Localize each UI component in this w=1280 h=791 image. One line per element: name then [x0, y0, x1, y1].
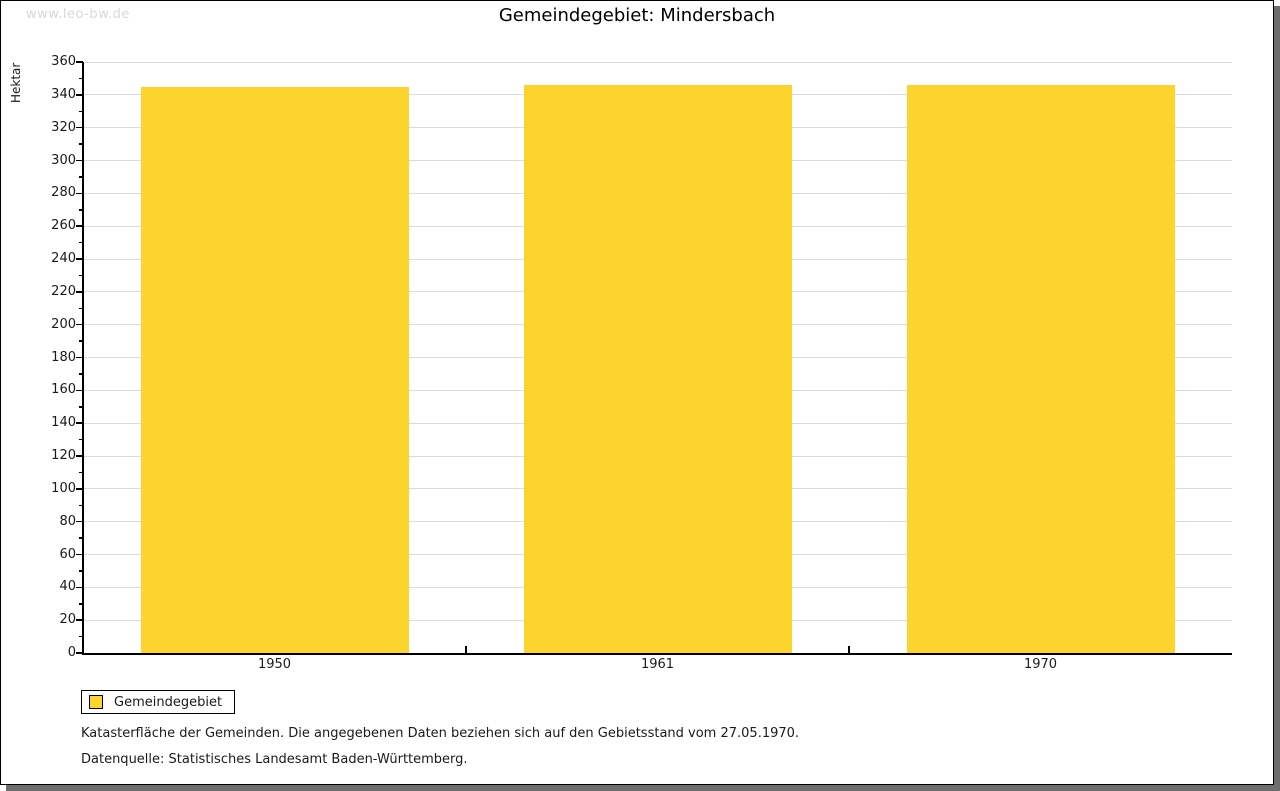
y-minor-tick: [79, 603, 83, 605]
y-major-tick: [76, 520, 83, 523]
y-major-tick: [76, 488, 83, 490]
y-major-tick: [76, 356, 83, 359]
y-tick-label: 120: [51, 448, 76, 463]
y-minor-tick: [79, 471, 83, 474]
y-axis-line: [82, 62, 84, 654]
y-tick-label: 140: [51, 415, 76, 431]
y-minor-tick: [79, 143, 83, 145]
y-minor-tick: [79, 537, 83, 539]
y-minor-tick: [79, 373, 83, 375]
y-major-tick: [76, 258, 83, 260]
y-tick-label: 80: [59, 513, 76, 529]
y-major-tick: [76, 192, 83, 195]
y-major-tick: [76, 126, 83, 129]
y-minor-tick: [79, 570, 83, 572]
y-minor-tick: [79, 176, 83, 178]
x-boundary-tick: [848, 646, 850, 653]
y-major-tick: [76, 455, 83, 457]
y-minor-tick: [79, 241, 83, 244]
y-tick-label: 340: [51, 86, 76, 102]
y-minor-tick: [79, 110, 83, 112]
y-major-tick: [76, 389, 83, 392]
x-boundary-tick: [465, 646, 467, 653]
y-tick-label: 280: [51, 185, 76, 201]
y-tick-label: 100: [51, 480, 76, 496]
legend-label: Gemeindegebiet: [114, 694, 223, 710]
y-major-tick: [76, 422, 83, 424]
y-minor-tick: [79, 504, 83, 506]
y-axis-label: Hektar: [9, 62, 23, 103]
chart-title: Gemeindegebiet: Mindersbach: [498, 5, 776, 26]
y-minor-tick: [79, 274, 83, 277]
y-minor-tick: [79, 307, 83, 309]
bar-1961: [523, 84, 792, 653]
y-tick-label: 200: [51, 316, 76, 332]
footnote: Katasterfläche der Gemeinden. Die angege…: [81, 726, 800, 741]
y-tick-label: 320: [51, 119, 76, 135]
bar-1950: [140, 86, 409, 653]
y-major-tick: [76, 159, 83, 162]
y-tick-label: 300: [51, 152, 76, 168]
y-major-tick: [76, 619, 83, 621]
y-major-tick: [76, 586, 83, 589]
y-major-tick: [76, 652, 83, 654]
y-tick-label: 40: [59, 579, 76, 595]
y-tick-label: 180: [51, 349, 76, 365]
y-tick-label: 160: [51, 382, 76, 398]
x-tick-label: 1970: [1023, 657, 1058, 672]
y-tick-label: 360: [51, 54, 76, 69]
y-minor-tick: [79, 635, 83, 638]
y-major-tick: [76, 94, 83, 96]
y-tick-label: 0: [67, 645, 76, 660]
y-minor-tick: [79, 340, 83, 342]
x-axis-line: [82, 653, 1232, 655]
y-minor-tick: [79, 209, 83, 211]
y-major-tick: [76, 61, 83, 63]
y-major-tick: [76, 225, 83, 227]
y-major-tick: [76, 291, 83, 293]
gridline: [83, 61, 1232, 63]
y-tick-label: 260: [51, 218, 76, 234]
y-tick-label: 20: [59, 612, 76, 628]
y-major-tick: [76, 553, 83, 556]
watermark: www.leo-bw.de: [26, 7, 130, 22]
bar-1970: [906, 84, 1175, 653]
y-major-tick: [76, 323, 83, 326]
legend-swatch: [89, 695, 103, 709]
y-tick-label: 220: [51, 283, 76, 299]
legend: Gemeindegebiet: [81, 690, 236, 714]
y-minor-tick: [79, 438, 83, 441]
y-tick-label: 60: [59, 546, 76, 562]
y-tick-label: 240: [51, 251, 76, 266]
data-source: Datenquelle: Statistisches Landesamt Bad…: [81, 752, 468, 767]
x-tick-label: 1961: [640, 657, 675, 672]
y-minor-tick: [79, 406, 83, 408]
x-tick-label: 1950: [257, 657, 292, 672]
y-minor-tick: [79, 77, 83, 80]
